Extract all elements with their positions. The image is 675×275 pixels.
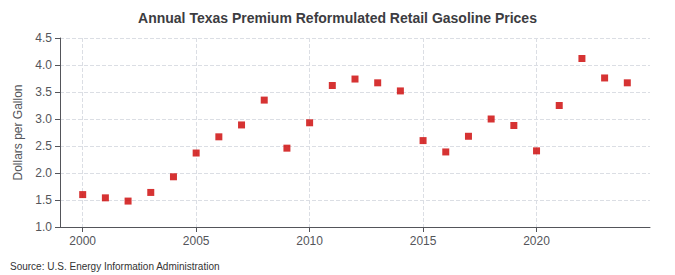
svg-text:3.0: 3.0 xyxy=(35,112,52,126)
svg-text:2015: 2015 xyxy=(410,234,437,248)
svg-text:4.0: 4.0 xyxy=(35,58,52,72)
svg-text:Source: U.S. Energy Informatio: Source: U.S. Energy Information Administ… xyxy=(10,261,220,272)
svg-text:Dollars per Gallon: Dollars per Gallon xyxy=(11,84,25,180)
svg-text:2005: 2005 xyxy=(183,234,210,248)
svg-text:1.5: 1.5 xyxy=(35,193,52,207)
svg-text:2020: 2020 xyxy=(523,234,550,248)
svg-text:1.0: 1.0 xyxy=(35,220,52,234)
svg-text:2000: 2000 xyxy=(69,234,96,248)
svg-text:2.0: 2.0 xyxy=(35,166,52,180)
svg-text:2010: 2010 xyxy=(296,234,323,248)
svg-text:Annual Texas Premium Reformula: Annual Texas Premium Reformulated Retail… xyxy=(138,10,537,26)
svg-text:4.5: 4.5 xyxy=(35,31,52,45)
svg-text:3.5: 3.5 xyxy=(35,85,52,99)
svg-text:2.5: 2.5 xyxy=(35,139,52,153)
